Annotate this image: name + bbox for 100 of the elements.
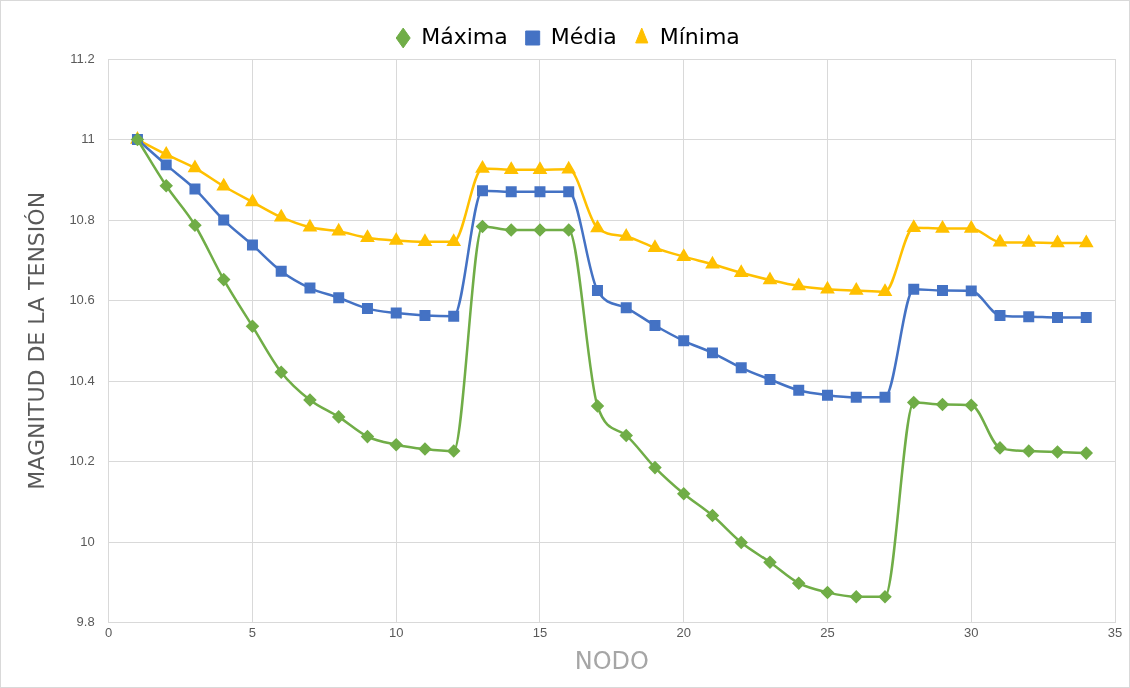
point xyxy=(591,284,603,296)
point xyxy=(562,223,575,237)
point xyxy=(274,365,288,379)
x-tick-label: 30 xyxy=(964,624,979,640)
point xyxy=(849,590,863,604)
point xyxy=(1080,446,1093,460)
point xyxy=(246,239,258,251)
point xyxy=(821,586,834,599)
point xyxy=(648,461,662,474)
point xyxy=(188,219,202,232)
point xyxy=(678,335,690,347)
y-tick-label: 11.2 xyxy=(70,50,95,66)
point xyxy=(591,399,604,413)
point xyxy=(937,284,948,296)
point xyxy=(619,229,633,241)
point xyxy=(447,444,460,458)
x-tick-label: 20 xyxy=(676,624,691,640)
point xyxy=(619,429,633,442)
point xyxy=(1051,445,1064,459)
point xyxy=(476,161,489,173)
point xyxy=(447,234,461,247)
x-axis-title: NODO xyxy=(574,646,649,675)
point xyxy=(677,249,691,261)
point xyxy=(246,194,259,207)
point xyxy=(1079,235,1093,248)
point xyxy=(994,309,1006,321)
point xyxy=(936,221,949,233)
point xyxy=(189,183,201,195)
legend-label: Mínima xyxy=(659,23,740,49)
point xyxy=(217,273,230,286)
point xyxy=(965,285,977,297)
point xyxy=(908,283,920,295)
y-tick-label: 9.8 xyxy=(76,614,95,630)
y-tick-label: 10.4 xyxy=(69,372,95,388)
point xyxy=(533,162,547,174)
point xyxy=(504,162,518,174)
legend-label: Máxima xyxy=(421,23,508,49)
point xyxy=(303,220,317,232)
point xyxy=(160,159,172,171)
point xyxy=(763,272,777,285)
point xyxy=(850,391,862,403)
point xyxy=(275,265,287,277)
point xyxy=(304,282,316,294)
point xyxy=(936,398,949,411)
point xyxy=(793,384,805,396)
point xyxy=(1023,311,1035,323)
y-tick-label: 10.8 xyxy=(69,211,95,227)
point xyxy=(332,410,345,424)
point xyxy=(159,179,173,193)
point xyxy=(217,178,231,191)
point xyxy=(361,230,374,242)
point xyxy=(821,389,833,401)
legend-label: Média xyxy=(550,23,617,49)
point xyxy=(246,320,259,333)
point xyxy=(476,185,488,197)
point xyxy=(505,186,517,198)
point xyxy=(563,186,575,198)
point xyxy=(389,438,403,451)
point xyxy=(649,320,661,331)
y-axis-title: MAGNITUD DE LA TENSIÓN xyxy=(23,191,49,490)
point xyxy=(188,160,202,173)
point xyxy=(533,223,547,237)
point xyxy=(792,576,805,590)
point xyxy=(390,307,402,319)
point xyxy=(418,442,432,456)
point xyxy=(218,214,230,226)
y-tick-label: 10.6 xyxy=(69,292,95,308)
point xyxy=(907,396,920,409)
point xyxy=(333,292,345,304)
point xyxy=(734,265,748,278)
x-tick-label: 25 xyxy=(820,624,835,640)
point xyxy=(735,362,747,374)
point xyxy=(993,234,1007,247)
point xyxy=(448,310,460,322)
point xyxy=(332,224,346,236)
point xyxy=(504,223,518,237)
point xyxy=(591,220,604,233)
point xyxy=(993,441,1007,455)
point xyxy=(964,221,978,233)
point xyxy=(620,302,632,314)
point xyxy=(849,283,863,295)
point xyxy=(677,487,690,501)
point xyxy=(418,234,432,247)
point xyxy=(1051,235,1064,248)
point xyxy=(562,162,576,174)
point xyxy=(907,220,921,232)
point xyxy=(1022,235,1036,247)
point xyxy=(792,278,806,291)
point xyxy=(764,373,776,385)
point xyxy=(706,509,719,522)
point xyxy=(879,391,891,403)
point xyxy=(274,209,288,222)
x-tick-label: 10 xyxy=(388,624,404,640)
point xyxy=(878,590,892,604)
point xyxy=(361,430,374,443)
point xyxy=(648,240,662,253)
point xyxy=(1022,444,1035,458)
point xyxy=(534,186,546,198)
point xyxy=(303,393,317,407)
y-tick-label: 10 xyxy=(80,533,95,549)
